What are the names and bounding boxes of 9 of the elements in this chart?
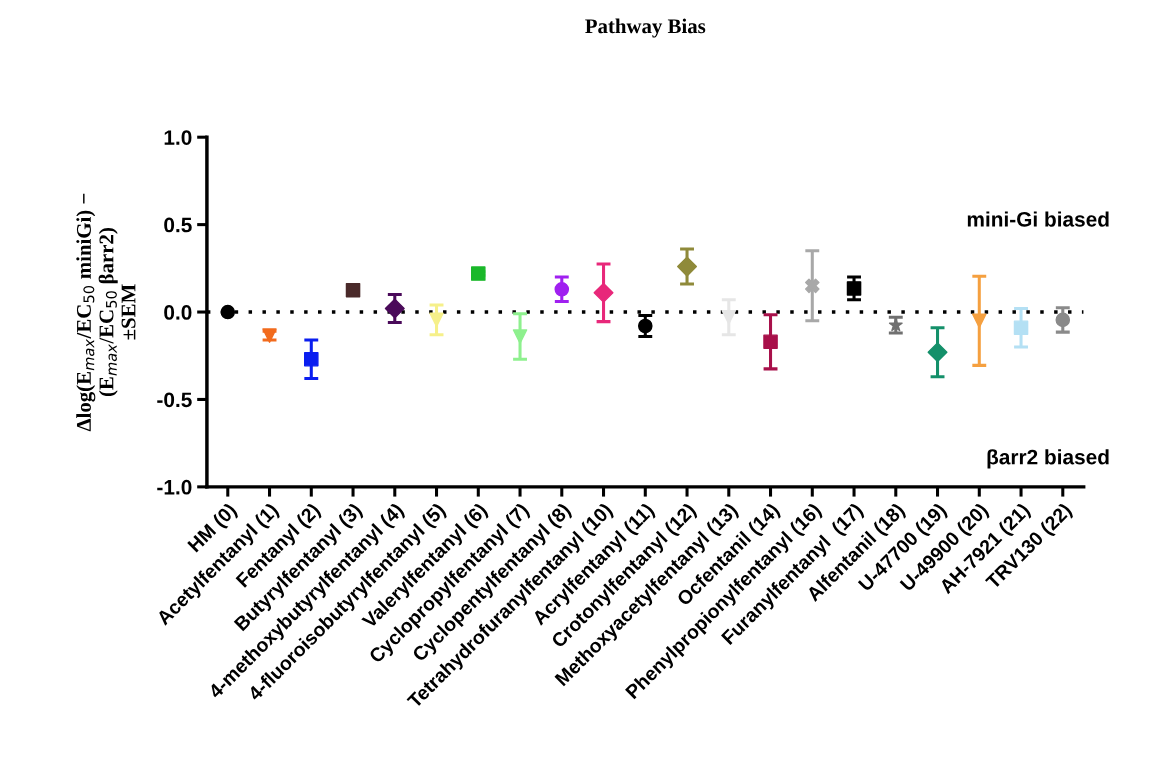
annotation: mini-Gi biased (967, 211, 1109, 227)
y-tick-label: 0.5 (164, 217, 192, 233)
chart-title: Pathway Bias (585, 18, 706, 38)
annotation: βarr2 biased (987, 449, 1109, 469)
text: Δlog(E$_{max}$/EC$_{50}$ miniGi) − (E$_{max}$/EC$_{50}$ βarr2) ±SEM (76, 193, 136, 432)
y-tick-label: -1.0 (157, 479, 192, 495)
y-tick-label: 0.0 (164, 305, 192, 320)
y-tick-label: -0.5 (157, 392, 192, 408)
y-tick-label: 1.0 (164, 130, 192, 145)
